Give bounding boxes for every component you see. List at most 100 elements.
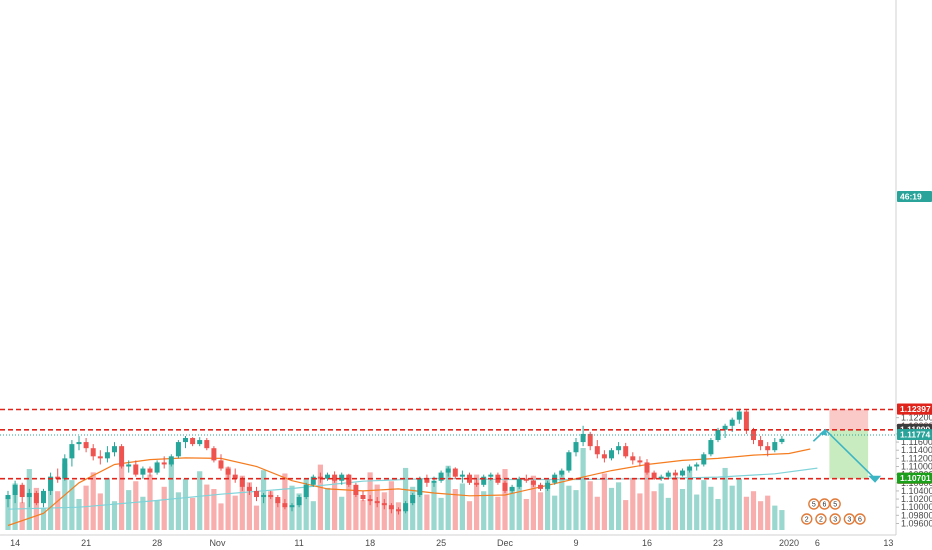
economic-event-marker[interactable] <box>801 513 813 525</box>
candle-body <box>218 460 224 469</box>
price-tick-label: 1.09800 <box>901 510 932 520</box>
price-badge <box>897 403 932 415</box>
price-tick-label: 1.11000 <box>901 461 932 471</box>
candle-body <box>275 497 281 504</box>
volume-bar <box>190 497 196 530</box>
candle-body <box>687 466 693 471</box>
economic-event-marker[interactable] <box>815 513 827 525</box>
time-tick-label: 28 <box>152 538 162 548</box>
volume-bar <box>218 503 224 530</box>
volume-bar <box>154 500 160 530</box>
volume-bar <box>672 476 678 530</box>
economic-event-count: 5 <box>833 502 837 509</box>
volume-bar <box>559 471 565 530</box>
candle-body <box>296 497 302 506</box>
volume-bar <box>253 505 260 530</box>
volume-bar <box>5 496 11 530</box>
volume-bar <box>623 500 629 530</box>
volume-bar <box>758 501 764 530</box>
candle-body <box>33 492 39 504</box>
volume-bar <box>239 475 245 530</box>
candle-body <box>254 490 259 498</box>
economic-event-count: 3 <box>833 517 837 524</box>
volume-bar <box>310 501 316 530</box>
volume-bar <box>168 461 174 530</box>
candle-body <box>26 492 32 498</box>
candle-body <box>573 442 579 453</box>
volume-bar <box>147 474 153 530</box>
volume-bar <box>175 492 181 530</box>
candle-body <box>374 501 380 504</box>
candle-body <box>431 480 437 483</box>
volume-bar <box>55 491 61 530</box>
projection-arrow-head-down <box>868 475 882 483</box>
candle-body <box>616 446 622 451</box>
volume-bar <box>545 479 551 530</box>
volume-bar <box>474 474 480 530</box>
volume-bar <box>119 465 125 530</box>
candle-body <box>175 442 181 457</box>
candle-body <box>580 433 586 443</box>
candle-body <box>154 462 160 473</box>
candle-body <box>360 494 366 500</box>
volume-bar <box>19 502 25 530</box>
volume-bar <box>140 496 146 530</box>
candle-body <box>353 484 359 495</box>
price-tick-label: 1.12200 <box>901 413 932 423</box>
price-badge <box>897 472 932 484</box>
time-tick-label: Dec <box>497 538 514 548</box>
candle-body <box>225 468 231 475</box>
volume-bar <box>232 495 238 530</box>
candle-body <box>140 468 146 475</box>
economic-event-count: 3 <box>847 517 851 524</box>
volume-bar <box>651 491 657 530</box>
candle-body <box>758 440 764 447</box>
candle-body <box>90 448 96 457</box>
volume-bar <box>566 485 572 530</box>
candle-body <box>672 472 678 476</box>
volume-bar <box>83 485 89 530</box>
volume-bar <box>246 482 252 530</box>
volume-bar <box>346 476 352 530</box>
volume-bar <box>410 486 416 530</box>
volume-bar <box>580 448 586 530</box>
price-tick-label: 1.11200 <box>901 453 932 463</box>
candle-body <box>644 462 650 473</box>
volume-bar <box>587 481 593 530</box>
candle-body <box>211 448 217 461</box>
candle-body <box>119 446 125 467</box>
volume-bar <box>374 484 380 530</box>
candle-body <box>680 470 685 476</box>
candle-body <box>310 476 316 485</box>
candle-body <box>743 411 749 430</box>
volume-bar <box>488 480 494 530</box>
economic-event-marker[interactable] <box>829 498 841 510</box>
candle-body <box>41 490 46 504</box>
candle-body <box>736 411 742 420</box>
economic-event-marker[interactable] <box>829 513 841 525</box>
candle-body <box>765 446 771 451</box>
candle-body <box>332 474 338 481</box>
volume-bar <box>552 495 558 530</box>
volume-bar <box>360 500 366 530</box>
volume-bar <box>459 483 465 530</box>
price-badge-label: 1.12397 <box>900 404 931 414</box>
candle-body <box>268 494 274 498</box>
candle-body <box>523 478 529 481</box>
candle-body <box>701 454 707 465</box>
price-tick-label: 1.10400 <box>901 486 932 496</box>
candle-body <box>516 478 522 487</box>
volume-bar <box>665 497 671 530</box>
price-tick-label: 1.11400 <box>901 445 932 455</box>
stop-loss-zone <box>829 409 869 430</box>
candle-body <box>452 468 458 477</box>
candle-body <box>317 476 323 479</box>
candle-body <box>83 442 89 449</box>
economic-event-marker[interactable] <box>854 513 866 525</box>
time-tick-label: 2020 <box>779 538 799 548</box>
volume-bar <box>225 466 231 530</box>
candle-body <box>126 464 132 467</box>
volume-bar <box>403 467 409 530</box>
